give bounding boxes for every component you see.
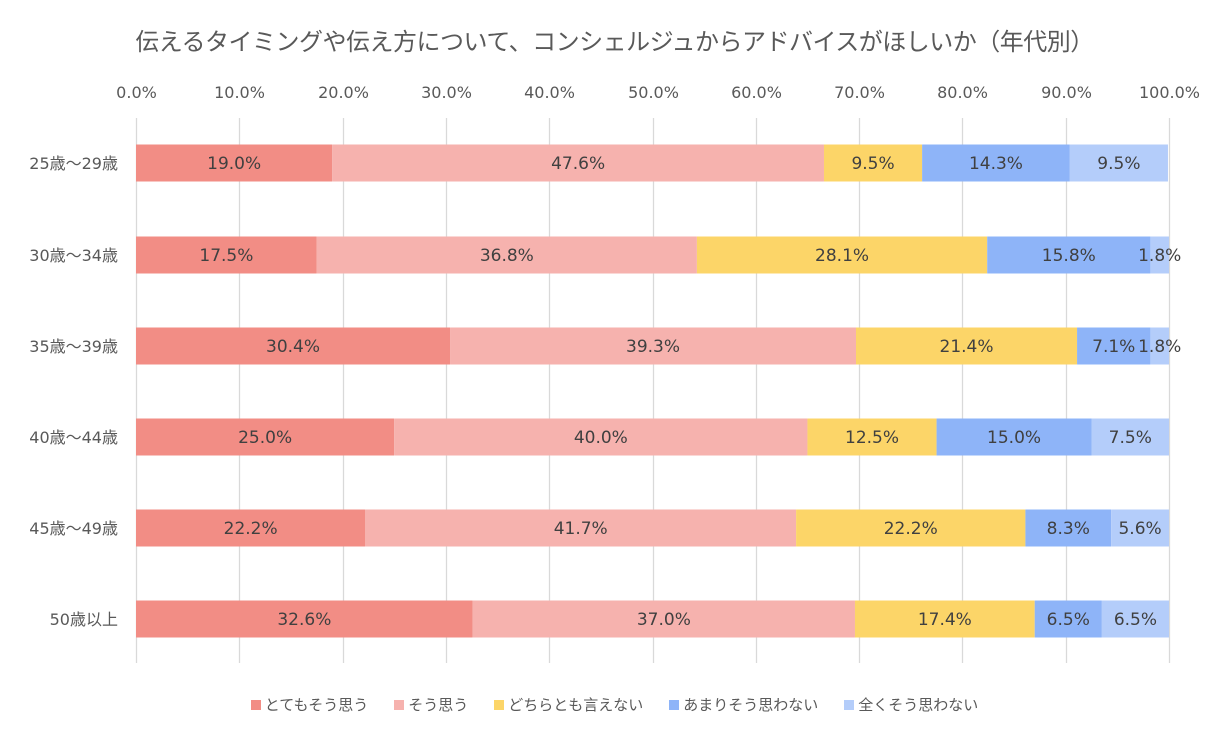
x-tick-label: 10.0% bbox=[214, 83, 265, 102]
bar-segment bbox=[1077, 327, 1151, 365]
data-label: 47.6% bbox=[551, 154, 605, 174]
data-label: 37.0% bbox=[637, 610, 691, 630]
legend-swatch-icon bbox=[250, 699, 261, 710]
legend-item: あまりそう思わない bbox=[669, 694, 818, 715]
bar-segment bbox=[807, 418, 937, 456]
data-label: 6.5% bbox=[1114, 610, 1157, 630]
category-label: 40歳～44歳 bbox=[29, 428, 118, 447]
x-tick-label: 80.0% bbox=[937, 83, 988, 102]
bar-segment bbox=[1069, 144, 1168, 182]
data-label: 8.3% bbox=[1047, 519, 1090, 539]
data-label: 9.5% bbox=[1097, 154, 1140, 174]
bar-segment bbox=[136, 418, 395, 456]
bar-segment bbox=[136, 600, 473, 638]
bar-segment bbox=[1091, 418, 1169, 456]
data-label: 6.5% bbox=[1047, 610, 1090, 630]
x-tick-label: 30.0% bbox=[421, 83, 472, 102]
bar-segment bbox=[450, 327, 857, 365]
data-label: 22.2% bbox=[884, 519, 938, 539]
legend-swatch-icon bbox=[394, 699, 405, 710]
data-label: 12.5% bbox=[845, 428, 899, 448]
bar-segment bbox=[316, 236, 697, 274]
data-label: 5.6% bbox=[1118, 519, 1161, 539]
chart-title: 伝えるタイミングや伝え方について、コンシェルジュからアドバイスがほしいか（年代別… bbox=[135, 28, 1094, 56]
bar-segment bbox=[1025, 509, 1112, 547]
data-label: 30.4% bbox=[266, 337, 320, 357]
y-axis-categories: 25歳～29歳 30歳～34歳 35歳～39歳 40歳～44歳 45歳～49歳 50歳以上 bbox=[29, 154, 118, 629]
legend-item: 全くそう思わない bbox=[844, 694, 978, 715]
bar-segment bbox=[136, 509, 366, 547]
data-label: 32.6% bbox=[277, 610, 331, 630]
bar-segment bbox=[987, 236, 1151, 274]
bar-segment bbox=[854, 600, 1035, 638]
legend-item: どちらとも言えない bbox=[494, 694, 643, 715]
data-label: 39.3% bbox=[626, 337, 680, 357]
data-label: 22.2% bbox=[224, 519, 278, 539]
bar-segment bbox=[922, 144, 1070, 182]
bar-segment bbox=[1111, 509, 1169, 547]
bar-segment bbox=[856, 327, 1078, 365]
data-label: 28.1% bbox=[815, 246, 869, 266]
legend-swatch-icon bbox=[669, 699, 680, 710]
legend-item: そう思う bbox=[394, 694, 468, 715]
legend-label: どちらとも言えない bbox=[508, 696, 644, 714]
gridlines bbox=[135, 118, 1171, 663]
x-tick-label: 100.0% bbox=[1139, 83, 1200, 102]
bar-segment bbox=[696, 236, 988, 274]
data-label: 1.8% bbox=[1138, 246, 1181, 266]
x-tick-label: 20.0% bbox=[318, 83, 369, 102]
bar-segment bbox=[394, 418, 808, 456]
x-tick-label: 90.0% bbox=[1041, 83, 1092, 102]
bar-segment bbox=[136, 236, 317, 274]
legend-label: そう思う bbox=[408, 696, 469, 714]
bar-segment bbox=[136, 327, 451, 365]
bar-segment bbox=[796, 509, 1026, 547]
data-label: 17.4% bbox=[918, 610, 972, 630]
bar-segment bbox=[472, 600, 855, 638]
data-label: 17.5% bbox=[199, 246, 253, 266]
data-label: 21.4% bbox=[940, 337, 994, 357]
x-tick-label: 50.0% bbox=[628, 83, 679, 102]
x-tick-label: 40.0% bbox=[524, 83, 575, 102]
bar-segment bbox=[1150, 236, 1169, 274]
data-label: 41.7% bbox=[554, 519, 608, 539]
data-label: 7.1% bbox=[1092, 337, 1135, 357]
legend-swatch-icon bbox=[494, 699, 505, 710]
data-label: 36.8% bbox=[480, 246, 534, 266]
data-label: 14.3% bbox=[969, 154, 1023, 174]
bar-segment bbox=[823, 144, 923, 182]
x-tick-label: 0.0% bbox=[116, 83, 157, 102]
data-label: 40.0% bbox=[574, 428, 628, 448]
legend-swatch-icon bbox=[844, 699, 855, 710]
data-label: 9.5% bbox=[851, 154, 894, 174]
data-label: 7.5% bbox=[1109, 428, 1152, 448]
bar-segment bbox=[1150, 327, 1169, 365]
x-tick-label: 60.0% bbox=[731, 83, 782, 102]
data-label: 19.0% bbox=[207, 154, 261, 174]
bar-segment bbox=[1034, 600, 1102, 638]
bar-segment bbox=[332, 144, 824, 182]
category-label: 30歳～34歳 bbox=[29, 246, 118, 265]
category-label: 50歳以上 bbox=[50, 610, 118, 629]
data-label: 1.8% bbox=[1138, 337, 1181, 357]
legend: とてもそう思う そう思う どちらとも言えない あまりそう思わない 全くそう思わない bbox=[0, 694, 1229, 715]
data-label: 15.0% bbox=[987, 428, 1041, 448]
legend-label: とてもそう思う bbox=[264, 696, 369, 714]
bar-segment bbox=[136, 144, 333, 182]
legend-label: あまりそう思わない bbox=[683, 696, 819, 714]
data-label: 25.0% bbox=[238, 428, 292, 448]
bar-segment bbox=[1101, 600, 1169, 638]
x-axis-ticks: 0.0% 10.0% 20.0% 30.0% 40.0% 50.0% 60.0% 70.0% 8… bbox=[116, 83, 1200, 102]
data-label: 15.8% bbox=[1042, 246, 1096, 266]
legend-item: とてもそう思う bbox=[250, 694, 369, 715]
bars: 19.0% 47.6% 9.5% 14.3% 9.5% 17.5% 36.8% 28.1% 15… bbox=[136, 144, 1181, 638]
category-label: 35歳～39歳 bbox=[29, 337, 118, 356]
x-tick-label: 70.0% bbox=[834, 83, 885, 102]
legend-label: 全くそう思わない bbox=[858, 696, 979, 714]
category-label: 45歳～49歳 bbox=[29, 519, 118, 538]
bar-segment bbox=[936, 418, 1092, 456]
category-label: 25歳～29歳 bbox=[29, 154, 118, 173]
bar-segment bbox=[365, 509, 797, 547]
